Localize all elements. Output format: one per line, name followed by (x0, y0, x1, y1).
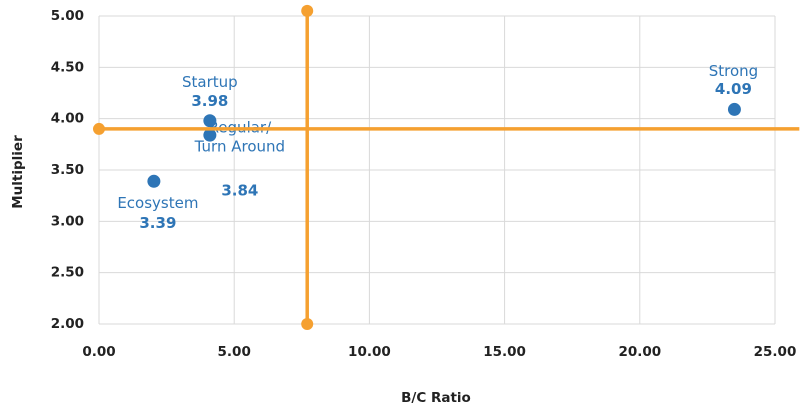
x-tick-label: 20.00 (618, 344, 661, 360)
point (203, 128, 217, 142)
data-label: 3.84 (221, 182, 258, 200)
data-label: 3.98 (191, 92, 228, 110)
x-axis-title: B/C Ratio (401, 390, 471, 406)
reference-end (301, 4, 314, 17)
point-name: Strong (709, 62, 758, 80)
x-tick-label: 15.00 (483, 344, 526, 360)
y-tick-label: 4.50 (51, 59, 84, 75)
y-axis-title: Multiplier (10, 135, 26, 209)
point-name: Turn Around (194, 138, 285, 156)
point (147, 174, 161, 188)
y-tick-label: 4.00 (51, 111, 84, 127)
reference-end (93, 122, 105, 135)
data-label: 3.39 (139, 214, 176, 232)
point (727, 102, 741, 116)
x-tick-label: 10.00 (348, 344, 391, 360)
y-tick-label: 3.00 (51, 213, 84, 229)
point (203, 114, 217, 128)
x-tick-label: 5.00 (218, 344, 251, 360)
reference-end (301, 318, 314, 330)
point-name: Ecosystem (117, 194, 198, 212)
x-tick-label: 0.00 (82, 344, 115, 360)
y-tick-label: 5.00 (51, 8, 84, 24)
data-label: 4.09 (715, 80, 752, 98)
y-tick-label: 3.50 (51, 162, 84, 178)
x-tick-label: 25.00 (754, 344, 797, 360)
y-tick-label: 2.50 (51, 265, 84, 281)
point-name: Startup (182, 73, 238, 91)
y-tick-label: 2.00 (51, 316, 84, 332)
